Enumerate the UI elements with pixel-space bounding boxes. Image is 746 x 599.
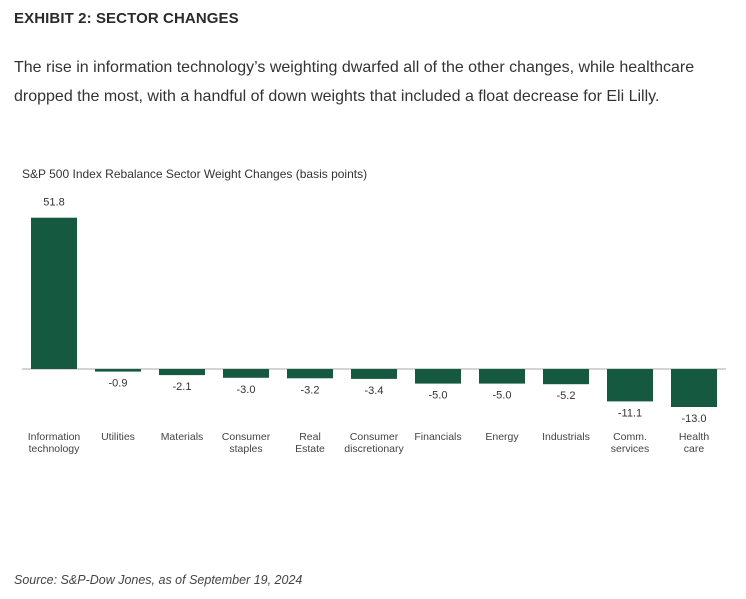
category-label: Industrials — [542, 431, 590, 443]
bar — [159, 369, 205, 376]
data-label: 51.8 — [43, 197, 64, 209]
category-label: Estate — [295, 443, 325, 455]
category-label: Consumer — [222, 431, 271, 443]
category-label: Consumer — [350, 431, 399, 443]
data-label: -5.0 — [493, 390, 512, 402]
data-label: -5.2 — [557, 390, 576, 402]
chart-title: S&P 500 Index Rebalance Sector Weight Ch… — [22, 167, 368, 181]
bar — [607, 369, 653, 402]
exhibit-title: EXHIBIT 2: SECTOR CHANGES — [14, 10, 239, 27]
bar — [31, 217, 77, 369]
category-label: care — [684, 443, 705, 455]
category-label: technology — [29, 443, 81, 455]
category-label: Financials — [414, 431, 461, 443]
category-label: Energy — [485, 431, 519, 443]
category-label: Real — [299, 431, 321, 443]
category-label: Health — [679, 431, 710, 443]
data-label: -5.0 — [429, 390, 448, 402]
bar — [479, 369, 525, 384]
category-label: Information — [28, 431, 81, 443]
category-label: Materials — [161, 431, 204, 443]
data-label: -2.1 — [173, 381, 192, 393]
category-label: staples — [229, 443, 262, 455]
bar — [287, 369, 333, 379]
bar — [543, 369, 589, 385]
data-label: -3.2 — [301, 384, 320, 396]
bar — [95, 369, 141, 372]
category-label: Comm. — [613, 431, 647, 443]
data-label: -3.4 — [365, 385, 384, 397]
source-note: Source: S&P-Dow Jones, as of September 1… — [14, 573, 303, 587]
bar — [671, 369, 717, 407]
data-label: -13.0 — [681, 413, 706, 425]
intro-line-2: dropped the most, with a handful of down… — [14, 88, 660, 105]
bar — [415, 369, 461, 384]
bar — [351, 369, 397, 379]
data-label: -3.0 — [237, 384, 256, 396]
category-label: services — [611, 443, 650, 455]
data-label: -11.1 — [618, 407, 642, 419]
intro-line-1: The rise in information technology’s wei… — [14, 59, 695, 76]
data-label: -0.9 — [109, 378, 128, 390]
intro-paragraph: The rise in information technology’s wei… — [14, 53, 734, 111]
category-label: Utilities — [101, 431, 135, 443]
category-label: discretionary — [344, 443, 404, 455]
bar — [223, 369, 269, 378]
